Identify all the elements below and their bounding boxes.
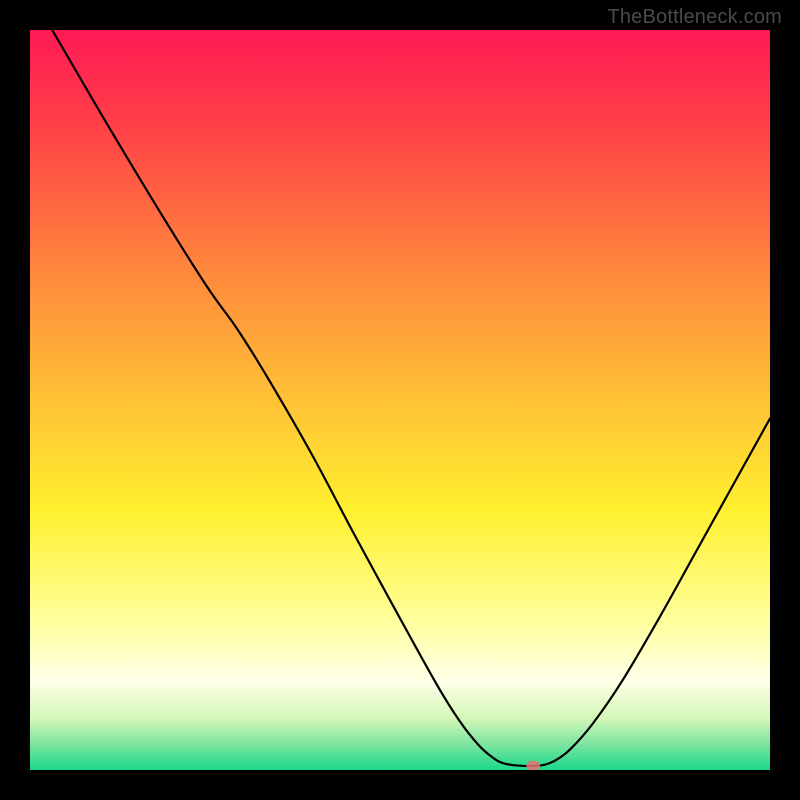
chart-plot-area [30, 30, 770, 770]
watermark-text: TheBottleneck.com [607, 6, 782, 29]
chart-svg [30, 30, 770, 770]
gradient-background [30, 30, 770, 770]
optimal-marker [526, 761, 540, 770]
